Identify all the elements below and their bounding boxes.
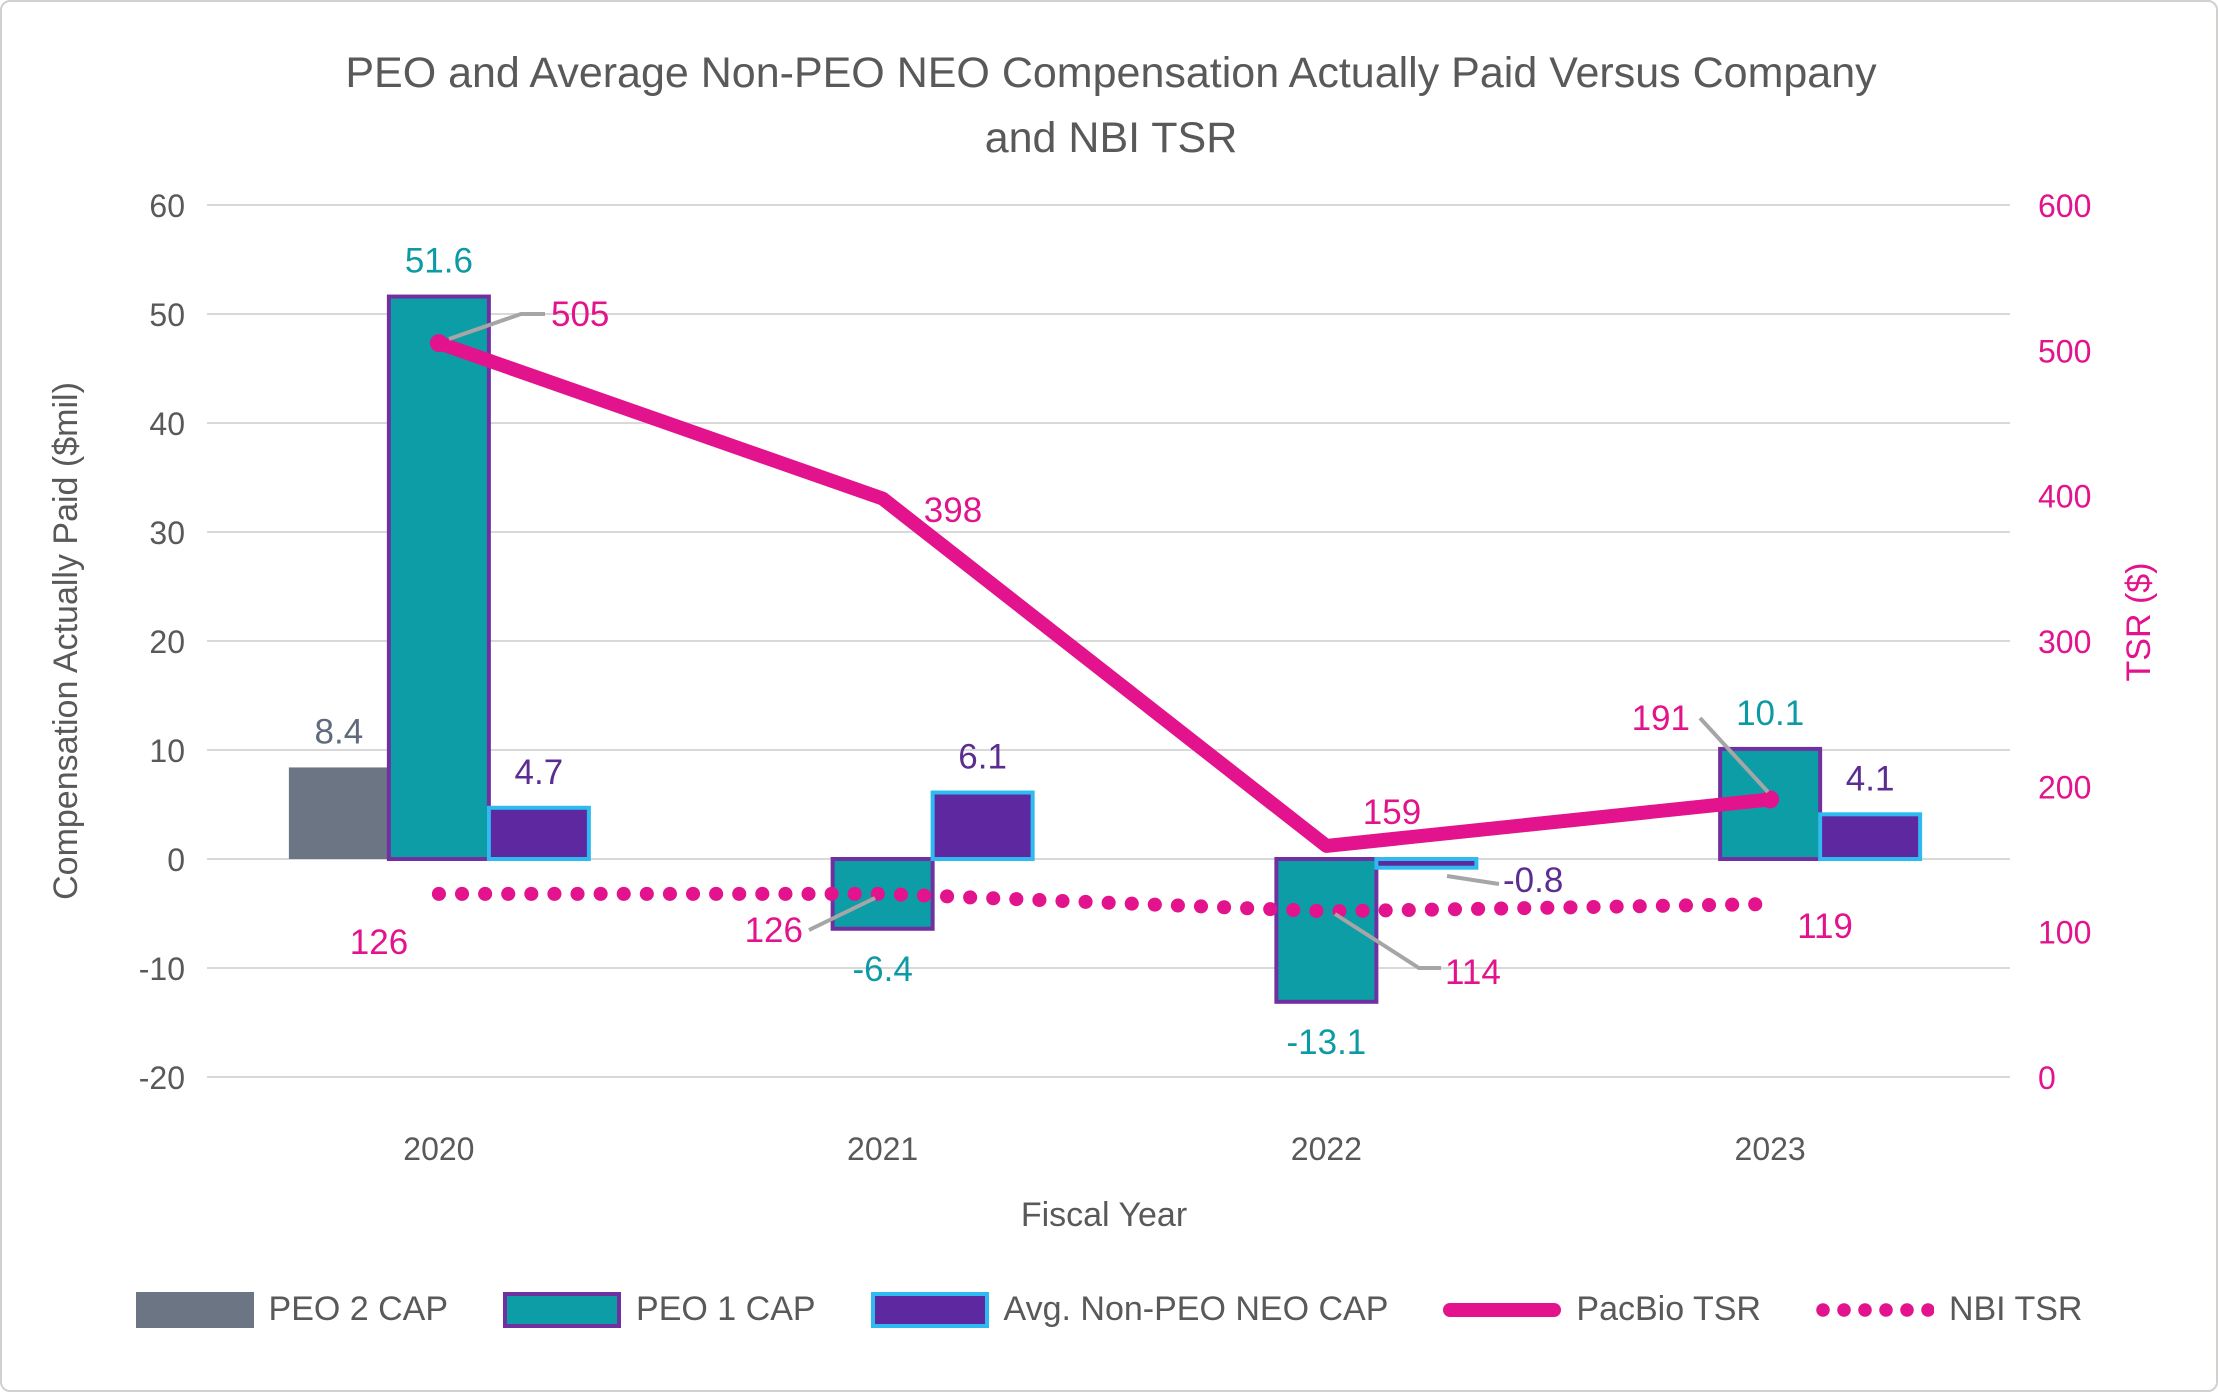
data-label: 114 — [1445, 953, 1501, 992]
line-endpoint-dot — [429, 334, 448, 353]
data-label: 126 — [745, 911, 803, 950]
data-label: -13.1 — [1286, 1023, 1366, 1062]
lines-layer — [429, 334, 1780, 919]
data-label: 4.1 — [1846, 759, 1895, 798]
left-axis-tick: 10 — [149, 733, 185, 769]
bar-peo-1-cap-2020 — [386, 294, 491, 861]
bar-avg-non-peo-neo-cap-2021 — [930, 790, 1035, 862]
legend-swatch-avg-non-peo-neo-cap — [870, 1291, 989, 1328]
legend-label-nbi-tsr: NBI TSR — [1948, 1290, 2083, 1328]
legend: PEO 2 CAP PEO 1 CAP Avg. Non-PEO NEO CAP… — [2, 1290, 2216, 1329]
legend-item-pacbio-tsr: PacBio TSR — [1443, 1290, 1761, 1329]
label-leader-line — [448, 312, 545, 341]
axis-ticks-layer: 6050403020100-10-20600500400300200100020… — [139, 188, 2092, 1167]
right-axis-tick: 600 — [2038, 188, 2091, 224]
data-label: 10.1 — [1736, 694, 1804, 733]
legend-label-peo-2-cap: PEO 2 CAP — [268, 1290, 449, 1328]
bars-layer — [288, 294, 1923, 1004]
legend-label-peo-1-cap: PEO 1 CAP — [636, 1290, 816, 1328]
data-labels-layer: 8.4 51.6 -6.4 -13.1 10.1 4.7 6.1 -0.8 4.1 505 398 1… — [315, 242, 1895, 1062]
chart-title-line1: PEO and Average Non-PEO NEO Compensation… — [345, 49, 1877, 97]
left-axis-tick: -10 — [139, 951, 185, 987]
right-axis-title: TSR ($) — [2120, 563, 2158, 682]
data-label: -0.8 — [1503, 861, 1563, 900]
right-axis-tick: 500 — [2038, 333, 2091, 369]
chart-title-line2: and NBI TSR — [985, 114, 1238, 162]
bar-avg-non-peo-neo-cap-2022 — [1374, 857, 1479, 870]
left-axis-tick: 40 — [149, 406, 185, 442]
left-axis-title: Compensation Actually Paid ($mil) — [47, 382, 85, 900]
legend-swatch-peo-1-cap — [503, 1291, 622, 1328]
left-axis-tick: 30 — [149, 515, 185, 551]
right-axis-tick: 400 — [2038, 479, 2091, 515]
x-axis-title: Fiscal Year — [1021, 1196, 1187, 1234]
bar-avg-non-peo-neo-cap-2020 — [486, 805, 591, 862]
x-axis-category: 2023 — [1735, 1131, 1806, 1167]
legend-swatch-nbi-tsr — [1815, 1302, 1934, 1317]
bar-peo-2-cap-2020 — [288, 767, 389, 859]
data-label: 126 — [350, 923, 408, 962]
data-label: 6.1 — [958, 738, 1007, 777]
label-leader-line — [1446, 874, 1500, 886]
data-label: 8.4 — [315, 712, 364, 751]
legend-item-peo-2-cap: PEO 2 CAP — [135, 1290, 449, 1329]
data-label: 159 — [1363, 793, 1421, 832]
right-axis-tick: 300 — [2038, 624, 2091, 660]
label-leader-line — [808, 896, 876, 932]
line-endpoint-dot — [1761, 790, 1780, 809]
leader-lines-layer — [448, 312, 1770, 970]
bar-avg-non-peo-neo-cap-2023 — [1818, 812, 1923, 861]
label-leader-line — [1333, 912, 1441, 970]
legend-label-avg-non-peo-neo-cap: Avg. Non-PEO NEO CAP — [1003, 1290, 1389, 1328]
x-axis-category: 2020 — [403, 1131, 474, 1167]
data-label: 505 — [551, 295, 609, 334]
data-label: 51.6 — [405, 242, 473, 281]
right-axis-tick: 0 — [2038, 1060, 2056, 1096]
line-nbi-tsr — [431, 886, 1778, 919]
data-label: 398 — [924, 491, 982, 530]
data-label: -6.4 — [852, 950, 912, 989]
data-label: 4.7 — [515, 753, 564, 792]
legend-item-nbi-tsr: NBI TSR — [1815, 1290, 2083, 1329]
x-axis-category: 2021 — [847, 1131, 918, 1167]
legend-item-peo-1-cap: PEO 1 CAP — [503, 1290, 816, 1329]
legend-swatch-peo-2-cap — [135, 1291, 254, 1328]
right-axis-tick: 200 — [2038, 769, 2091, 805]
right-axis-tick: 100 — [2038, 915, 2091, 951]
legend-item-avg-non-peo-neo-cap: Avg. Non-PEO NEO CAP — [870, 1290, 1389, 1329]
left-axis-tick: 60 — [149, 188, 185, 224]
label-leader-line — [1698, 716, 1770, 794]
data-label: 191 — [1632, 699, 1690, 738]
legend-swatch-pacbio-tsr — [1443, 1302, 1562, 1317]
left-axis-tick: 0 — [167, 842, 185, 878]
data-label: 119 — [1797, 907, 1853, 946]
line-pacbio-tsr — [431, 336, 1778, 853]
left-axis-tick: 20 — [149, 624, 185, 660]
legend-label-pacbio-tsr: PacBio TSR — [1576, 1290, 1761, 1328]
left-axis-tick: 50 — [149, 297, 185, 333]
x-axis-category: 2022 — [1291, 1131, 1362, 1167]
left-axis-tick: -20 — [139, 1060, 185, 1096]
